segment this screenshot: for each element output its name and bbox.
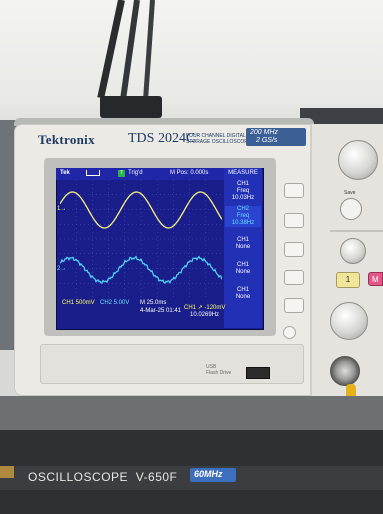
ch2-ground-marker: 2→ [57,266,67,272]
ch1-menu-button[interactable]: 1 [336,272,360,288]
panel-divider [330,230,383,232]
lamp-base [100,96,162,118]
waveform-graticule [60,180,222,298]
spec-badge [246,128,306,146]
option-button-1[interactable] [284,183,304,198]
measurement-4[interactable]: CH1 None [225,262,261,276]
measurement-channel: CH1 [236,287,249,293]
save-label: Save [344,190,356,196]
measure-panel [224,168,262,328]
measurement-value: 10.38Hz [231,220,255,226]
measurement-channel: CH1 [236,262,249,268]
measurement-value: 10.03Hz [231,195,255,201]
brand-logo: Tektronix [38,132,95,147]
option-button-2[interactable] [284,213,304,228]
ch1-bnc-connector[interactable] [330,356,360,386]
trigger-frequency: 10.0269Hz [190,312,220,318]
model-name: TDS 2024C [128,131,196,146]
acquire-icon [86,170,100,176]
ch2-scale: CH2 5.00V [100,300,130,306]
ch2-waveform [60,255,222,285]
option-button-4[interactable] [284,270,304,285]
lower-bandwidth-badge [190,468,236,482]
lower-side-badge [0,466,14,478]
trigger-t-icon: T [118,170,125,177]
measurement-label: Freq [236,188,250,194]
front-lower-panel [40,344,304,384]
option-button-3[interactable] [284,242,304,257]
spec-bandwidth: 200 MHz [250,129,279,136]
lower-scope-label: OSCILLOSCOPE V-650F [28,470,178,484]
measurement-channel: CH1 [236,181,249,187]
measurement-channel: CH1 [236,237,249,243]
multipurpose-knob[interactable] [338,140,378,180]
ch1-ground-marker: 1→ [57,206,67,212]
lower-bandwidth-label: 60MHz [194,469,223,479]
ch1-position-knob[interactable] [340,238,366,264]
measurement-label: None [235,269,251,275]
save-button[interactable] [340,198,362,220]
measurement-channel: CH2 [236,206,249,212]
trigger-level: CH1 ↗ -120mV [184,305,226,311]
date-time: 4-Mar-25 01:41 [140,308,182,314]
measure-title: MEASURE [228,170,258,176]
usb-port[interactable] [246,367,270,379]
measurement-1[interactable]: CH1 Freq 10.03Hz [225,181,261,202]
lower-shelf [0,396,383,430]
timebase: M 25.0ms [140,300,167,306]
measurement-3[interactable]: CH1 None [225,237,261,251]
math-menu-button[interactable]: M [368,272,383,286]
tek-label: Tek [60,170,70,176]
spec-sample-rate: 2 GS/s [256,137,278,144]
shelf [300,108,383,128]
model-description: FOUR CHANNEL DIGITAL STORAGE OSCILLOSCOP… [186,133,251,145]
measurement-label: None [235,294,251,300]
measurement-label: Freq [236,213,250,219]
ch1-waveform [60,191,222,229]
volts-div-knob[interactable] [330,302,368,340]
screen-header [56,168,262,180]
ch1-scale: CH1 500mV [62,300,95,306]
main-position: M Pos: 0.000s [170,170,209,176]
trigger-state: Trig'd [128,170,143,176]
measurement-2[interactable]: CH2 Freq 10.38Hz [225,206,261,227]
scope-top-edge [14,118,314,126]
measurement-5[interactable]: CH1 None [225,287,261,301]
menu-off-button[interactable] [283,326,296,339]
usb-label: USB Flash Drive [206,364,232,376]
option-button-5[interactable] [284,298,304,313]
measurement-label: None [235,244,251,250]
